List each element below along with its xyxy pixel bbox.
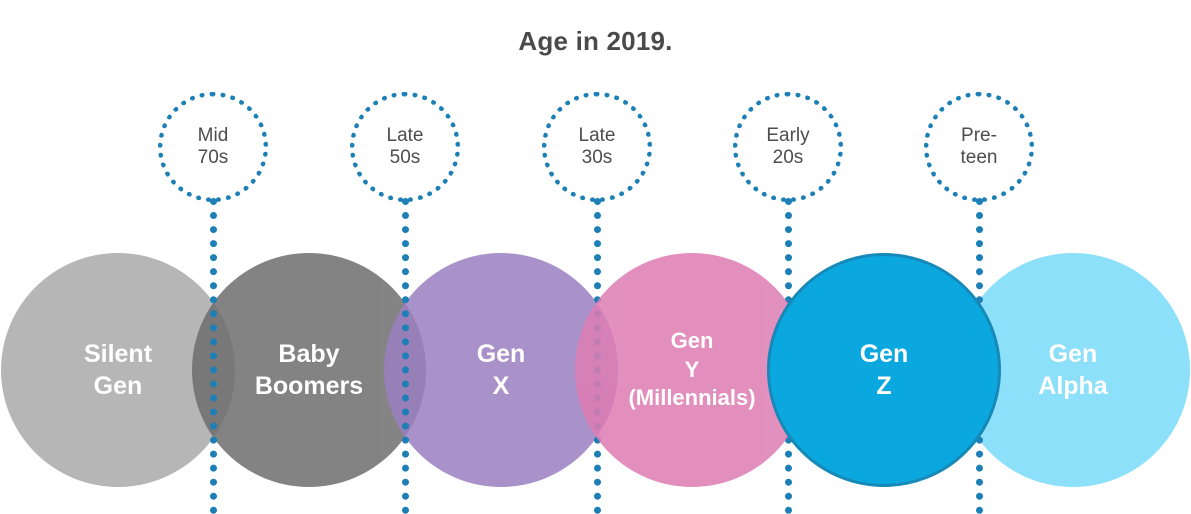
age-bubble-label: Pre- teen — [960, 124, 998, 168]
generation-circle-gen-x[interactable]: Gen X — [384, 253, 618, 487]
age-bubble-pre--teen[interactable]: Pre- teen — [924, 92, 1034, 202]
page-title: Age in 2019. — [518, 26, 673, 56]
generation-label: Gen X — [476, 339, 526, 401]
age-bubble-late-50s[interactable]: Late 50s — [350, 92, 460, 202]
age-bubble-label: Late 50s — [386, 124, 424, 168]
generation-label: Gen Alpha — [1038, 339, 1108, 401]
age-bubble-label: Mid 70s — [197, 124, 229, 168]
age-bubble-label: Late 30s — [578, 124, 616, 168]
generation-label: Gen Y (Millennials) — [628, 328, 756, 411]
generation-circle-gen-z[interactable]: Gen Z — [767, 253, 1001, 487]
generation-label: Gen Z — [859, 339, 909, 401]
generation-label: Silent Gen — [83, 339, 153, 401]
generation-label: Baby Boomers — [254, 339, 364, 401]
age-bubble-label: Early 20s — [766, 124, 810, 168]
age-bubble-late-30s[interactable]: Late 30s — [542, 92, 652, 202]
age-bubble-early-20s[interactable]: Early 20s — [733, 92, 843, 202]
age-bubble-mid-70s[interactable]: Mid 70s — [158, 92, 268, 202]
